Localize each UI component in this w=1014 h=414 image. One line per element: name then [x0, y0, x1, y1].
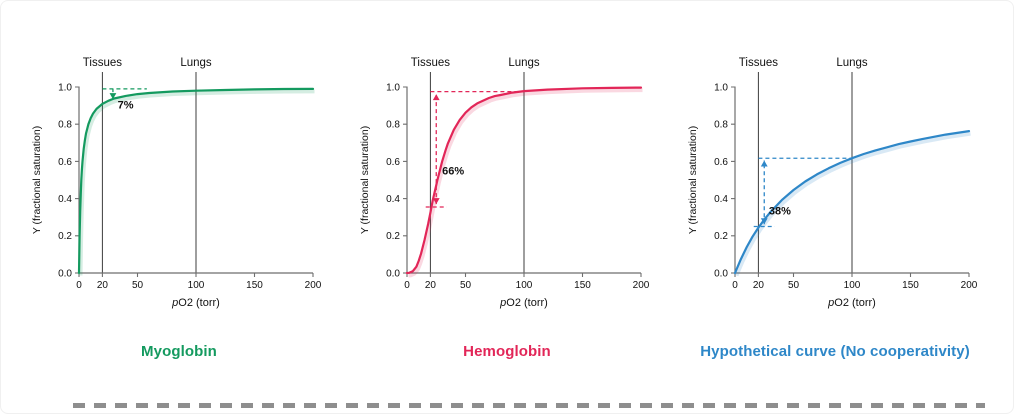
- lungs-label: Lungs: [836, 57, 868, 69]
- curve-shadow: [78, 89, 315, 276]
- page-bottom-dashed-edge: [73, 403, 985, 408]
- y-tick-label: 1.0: [714, 82, 728, 93]
- charts-row: Tissues Lungs 0.0 0.2 0.4 0.6 0.8 1.0 0 20 50 100 15…: [1, 1, 1013, 360]
- annotation-arrowhead: [760, 218, 768, 225]
- x-axis-title: pO2 (torr): [827, 297, 876, 309]
- x-tick-label: 100: [188, 280, 205, 291]
- myoglobin-plot: Tissues Lungs 0.0 0.2 0.4 0.6 0.8 1.0 0 20 50 100 15…: [31, 57, 322, 309]
- annotation-arrowhead: [760, 160, 768, 167]
- annotation-arrowhead: [432, 94, 440, 101]
- annotation-percent-label: 38%: [769, 205, 791, 217]
- x-axis-title: pO2 (torr): [499, 297, 548, 309]
- annotation-percent-label: 66%: [442, 165, 464, 177]
- x-tick-label: 200: [305, 280, 322, 291]
- y-tick-label: 0.8: [58, 120, 72, 131]
- caption-hemoglobin: Hemoglobin: [463, 343, 551, 360]
- y-tick-label: 0.2: [714, 231, 728, 242]
- y-tick-label: 0.2: [58, 231, 72, 242]
- tissues-label: Tissues: [739, 57, 778, 69]
- y-axis-title: Y (fractional saturation): [359, 126, 371, 234]
- annotation-percent-label: 7%: [118, 99, 134, 111]
- x-tick-label: 150: [902, 280, 919, 291]
- x-tick-label: 150: [574, 280, 591, 291]
- tissues-label: Tissues: [83, 57, 122, 69]
- curve-shadow: [734, 131, 971, 277]
- chart-myoglobin: Tissues Lungs 0.0 0.2 0.4 0.6 0.8 1.0 0 20 50 100 15…: [18, 51, 340, 360]
- y-tick-label: 0.4: [58, 194, 72, 205]
- annotation-arrowhead: [109, 93, 117, 100]
- y-tick-label: 1.0: [58, 82, 72, 93]
- x-tick-label: 100: [516, 280, 533, 291]
- y-tick-label: 0.8: [386, 120, 400, 131]
- x-tick-label: 20: [425, 280, 437, 291]
- saturation-curve: [77, 87, 315, 275]
- lungs-label: Lungs: [508, 57, 540, 69]
- tissues-label: Tissues: [411, 57, 450, 69]
- x-tick-label: 50: [132, 280, 144, 291]
- y-tick-label: 0.2: [386, 231, 400, 242]
- y-tick-label: 0.0: [386, 268, 400, 279]
- x-tick-label: 100: [844, 280, 861, 291]
- y-tick-label: 0.4: [714, 194, 728, 205]
- y-tick-label: 0.8: [714, 120, 728, 131]
- saturation-curve: [405, 86, 643, 275]
- saturation-curve: [733, 130, 971, 275]
- y-tick-label: 0.4: [386, 194, 400, 205]
- x-tick-label: 0: [732, 280, 738, 291]
- y-tick-label: 0.6: [58, 157, 72, 168]
- y-tick-label: 0.0: [58, 268, 72, 279]
- y-axis-title: Y (fractional saturation): [687, 126, 699, 234]
- x-tick-label: 200: [633, 280, 650, 291]
- x-tick-label: 50: [460, 280, 472, 291]
- x-tick-label: 150: [246, 280, 263, 291]
- y-tick-label: 0.6: [386, 157, 400, 168]
- chart-hypothetical: Tissues Lungs 0.0 0.2 0.4 0.6 0.8 1.0 0 20 50 100 15…: [674, 51, 996, 360]
- hemoglobin-plot: Tissues Lungs 0.0 0.2 0.4 0.6 0.8 1.0 0 20 50 100 15…: [359, 57, 650, 309]
- x-tick-label: 20: [97, 280, 109, 291]
- y-tick-label: 0.6: [714, 157, 728, 168]
- x-axis-title: pO2 (torr): [171, 297, 220, 309]
- x-tick-label: 0: [404, 280, 410, 291]
- caption-myoglobin: Myoglobin: [141, 343, 217, 360]
- lungs-label: Lungs: [180, 57, 212, 69]
- y-axis-title: Y (fractional saturation): [31, 126, 43, 234]
- x-tick-label: 200: [961, 280, 978, 291]
- x-tick-label: 20: [753, 280, 765, 291]
- y-tick-label: 1.0: [386, 82, 400, 93]
- annotation-arrowhead: [432, 198, 440, 205]
- x-tick-label: 0: [76, 280, 82, 291]
- caption-hypothetical: Hypothetical curve (No cooperativity): [700, 343, 970, 360]
- curve-shadow: [408, 88, 643, 278]
- y-tick-label: 0.0: [714, 268, 728, 279]
- chart-hemoglobin: Tissues Lungs 0.0 0.2 0.4 0.6 0.8 1.0 0 20 50 100 15…: [346, 51, 668, 360]
- x-tick-label: 50: [788, 280, 800, 291]
- hypothetical-plot: Tissues Lungs 0.0 0.2 0.4 0.6 0.8 1.0 0 20 50 100 15…: [687, 57, 978, 309]
